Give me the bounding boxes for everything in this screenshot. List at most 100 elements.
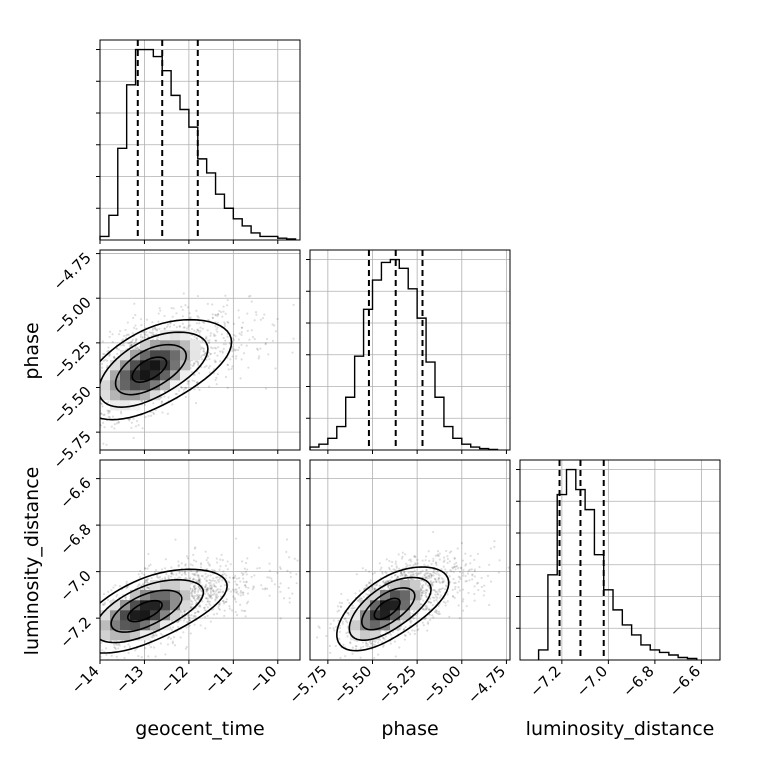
scatter-point — [404, 625, 407, 629]
scatter-point — [409, 577, 412, 581]
scatter-point — [103, 426, 106, 429]
scatter-point — [432, 557, 435, 560]
scatter-point — [164, 558, 167, 561]
scatter-point — [193, 587, 197, 590]
scatter-point — [409, 558, 412, 561]
scatter-point — [107, 415, 110, 418]
scatter-point — [101, 340, 104, 343]
scatter-point — [128, 419, 131, 422]
scatter-point — [374, 640, 377, 643]
scatter-point — [155, 634, 158, 637]
scatter-point — [378, 584, 381, 587]
scatter-point — [191, 578, 195, 581]
scatter-point — [207, 594, 210, 597]
scatter-point — [211, 608, 214, 611]
scatter-point — [279, 566, 282, 569]
scatter-point — [167, 576, 170, 579]
scatter-point — [457, 575, 460, 579]
scatter-point — [250, 575, 253, 579]
contour-line — [100, 318, 233, 421]
density-bin — [110, 600, 121, 611]
scatter-point — [415, 574, 418, 577]
density-bin — [140, 600, 151, 611]
scatter-point — [212, 613, 216, 616]
scatter-point — [385, 571, 388, 574]
scatter-point — [166, 412, 169, 415]
scatter-point — [436, 554, 439, 557]
scatter-point — [221, 351, 224, 354]
scatter-point — [396, 576, 399, 579]
scatter-point — [399, 574, 402, 577]
scatter-point — [146, 581, 149, 584]
scatter-point — [108, 335, 111, 338]
density-bin — [100, 380, 111, 391]
scatter-point — [144, 333, 147, 336]
scatter-point — [434, 579, 437, 582]
scatter-point — [193, 329, 196, 332]
scatter-point — [469, 554, 472, 557]
scatter-point — [416, 629, 419, 632]
scatter-point — [421, 559, 424, 562]
scatter-point — [291, 592, 294, 595]
scatter-point — [184, 576, 187, 580]
scatter-point — [424, 605, 427, 608]
scatter-point — [258, 355, 261, 358]
scatter-point — [219, 595, 223, 598]
scatter-point — [152, 646, 156, 649]
scatter-point — [453, 581, 456, 585]
scatter-point — [218, 608, 222, 611]
scatter-point — [147, 655, 150, 658]
scatter-point — [347, 613, 350, 616]
scatter-point — [126, 333, 129, 336]
scatter-point — [430, 576, 433, 579]
scatter-point — [261, 587, 264, 591]
scatter-point — [261, 317, 265, 320]
scatter-point — [145, 586, 148, 589]
scatter-point — [195, 560, 198, 563]
scatter-point — [203, 606, 206, 609]
scatter-point — [268, 569, 271, 572]
scatter-point — [368, 570, 371, 573]
scatter-point — [205, 603, 208, 606]
scatter-point — [211, 579, 215, 582]
scatter-point — [166, 643, 170, 646]
scatter-point — [192, 573, 195, 576]
scatter-point — [370, 642, 373, 645]
scatter-point — [153, 326, 156, 329]
scatter-point — [360, 597, 363, 600]
scatter-point — [442, 578, 445, 581]
scatter-point — [426, 575, 429, 578]
scatter-point — [207, 354, 210, 357]
density-bin — [160, 600, 171, 611]
scatter-point — [204, 583, 208, 586]
scatter-point — [208, 339, 211, 342]
scatter-point — [113, 646, 116, 649]
scatter-point — [439, 594, 443, 597]
scatter-point — [193, 373, 196, 376]
scatter-point — [329, 622, 332, 626]
scatter-point — [393, 568, 397, 572]
scatter-point — [381, 572, 384, 575]
scatter-point — [164, 653, 167, 656]
scatter-point — [214, 594, 218, 597]
density-bin — [150, 370, 161, 381]
scatter-point — [213, 346, 216, 349]
scatter-point — [493, 545, 496, 548]
scatter-point — [268, 594, 271, 597]
scatter-point — [443, 580, 446, 583]
scatter-point — [406, 575, 409, 578]
scatter-point — [214, 360, 217, 364]
scatter-point — [255, 313, 258, 316]
scatter-point — [204, 550, 207, 553]
scatter-point — [123, 344, 126, 347]
scatter-point — [459, 577, 462, 581]
scatter-point — [455, 561, 458, 564]
scatter-point — [140, 656, 143, 659]
scatter-point — [210, 593, 213, 597]
scatter-point — [459, 566, 462, 569]
scatter-point — [268, 562, 271, 565]
scatter-point — [235, 583, 238, 586]
density-bin — [180, 370, 191, 381]
scatter-point — [421, 621, 424, 624]
scatter-point — [349, 641, 352, 644]
